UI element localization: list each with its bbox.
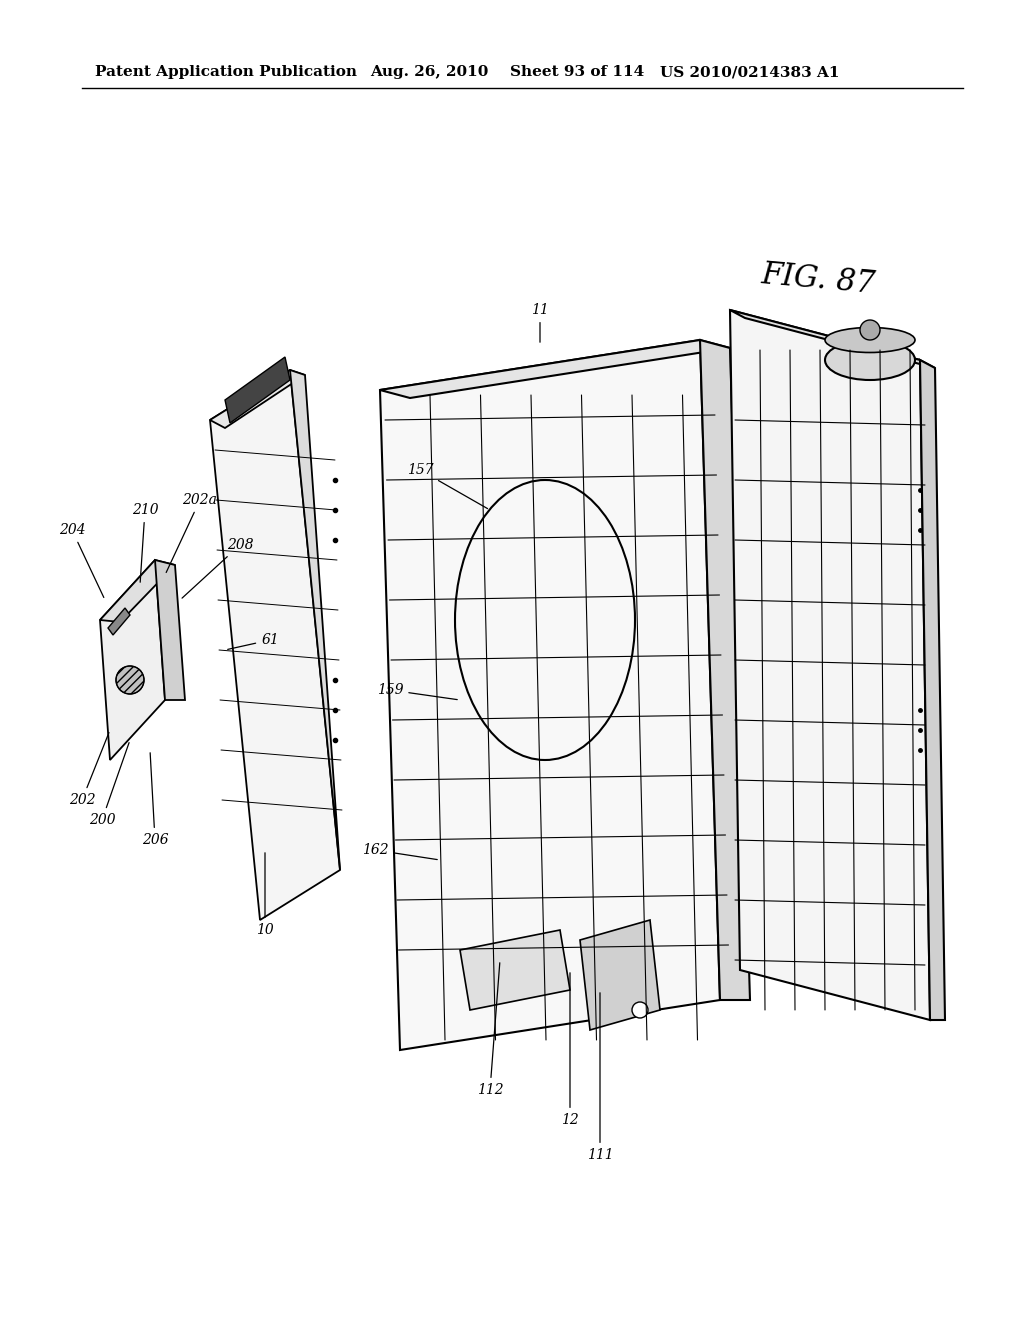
Text: 112: 112 bbox=[477, 962, 504, 1097]
Ellipse shape bbox=[116, 667, 144, 694]
Circle shape bbox=[860, 319, 880, 341]
Polygon shape bbox=[225, 356, 290, 422]
Text: 206: 206 bbox=[141, 752, 168, 847]
Polygon shape bbox=[460, 931, 570, 1010]
Text: 159: 159 bbox=[377, 682, 458, 700]
Text: 157: 157 bbox=[407, 463, 487, 508]
Ellipse shape bbox=[825, 327, 915, 352]
Text: 200: 200 bbox=[89, 743, 129, 828]
Circle shape bbox=[632, 1002, 648, 1018]
Polygon shape bbox=[380, 341, 720, 1049]
Polygon shape bbox=[380, 341, 730, 399]
Text: 12: 12 bbox=[561, 973, 579, 1127]
Polygon shape bbox=[100, 560, 165, 760]
Text: 202a: 202a bbox=[166, 492, 217, 573]
Text: 10: 10 bbox=[256, 853, 273, 937]
Polygon shape bbox=[210, 370, 305, 428]
Text: 204: 204 bbox=[58, 523, 103, 598]
Text: FIG. 87: FIG. 87 bbox=[760, 260, 877, 301]
Ellipse shape bbox=[825, 341, 915, 380]
Polygon shape bbox=[700, 341, 750, 1001]
Text: Patent Application Publication: Patent Application Publication bbox=[95, 65, 357, 79]
Polygon shape bbox=[920, 360, 945, 1020]
Polygon shape bbox=[730, 310, 930, 1020]
Polygon shape bbox=[108, 609, 130, 635]
Polygon shape bbox=[290, 370, 340, 870]
Polygon shape bbox=[580, 920, 660, 1030]
Text: 11: 11 bbox=[531, 304, 549, 342]
Text: Aug. 26, 2010: Aug. 26, 2010 bbox=[370, 65, 488, 79]
Text: 210: 210 bbox=[132, 503, 159, 582]
Polygon shape bbox=[730, 310, 935, 368]
Text: US 2010/0214383 A1: US 2010/0214383 A1 bbox=[660, 65, 840, 79]
Polygon shape bbox=[155, 560, 185, 700]
Text: Sheet 93 of 114: Sheet 93 of 114 bbox=[510, 65, 644, 79]
Text: 61: 61 bbox=[227, 634, 279, 649]
Text: 202: 202 bbox=[69, 733, 109, 807]
Text: 111: 111 bbox=[587, 993, 613, 1162]
Polygon shape bbox=[210, 370, 340, 920]
Text: 208: 208 bbox=[182, 539, 253, 598]
Text: 162: 162 bbox=[361, 843, 437, 859]
Polygon shape bbox=[100, 560, 175, 622]
